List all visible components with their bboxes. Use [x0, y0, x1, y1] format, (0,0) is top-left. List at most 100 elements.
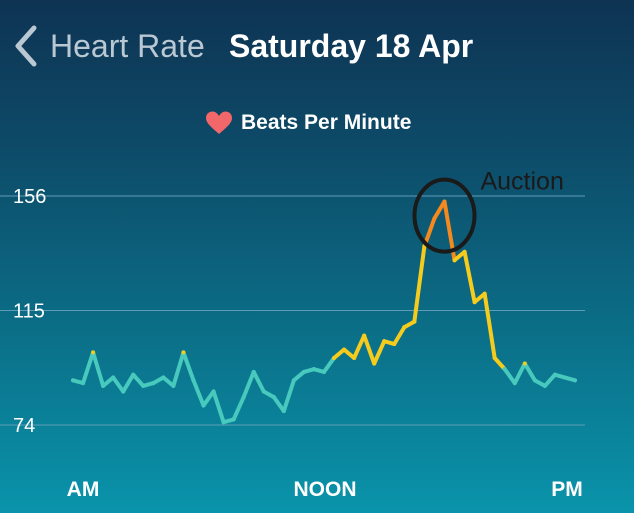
data-point	[221, 420, 226, 425]
data-point	[352, 355, 357, 360]
data-point	[432, 216, 437, 221]
heart-rate-line-segment	[522, 361, 537, 383]
annotation-label: Auction	[480, 168, 563, 196]
data-point	[412, 319, 417, 324]
data-point	[442, 199, 447, 204]
data-point	[392, 342, 397, 347]
data-point	[91, 350, 96, 355]
data-point	[181, 350, 186, 355]
back-button[interactable]	[10, 24, 42, 68]
data-point	[211, 389, 216, 394]
heart-icon	[206, 111, 232, 134]
data-point	[71, 378, 75, 383]
data-point	[201, 403, 206, 408]
data-point	[101, 383, 106, 388]
y-tick-label: 156	[13, 186, 46, 208]
data-point	[231, 417, 236, 422]
heart-rate-line-segment	[81, 350, 96, 386]
data-point	[151, 381, 156, 386]
heart-rate-line-segment	[121, 372, 136, 394]
heart-rate-line-segment	[352, 333, 367, 360]
annotation-circle	[412, 177, 477, 254]
data-point	[522, 361, 527, 366]
data-point	[342, 347, 347, 352]
heart-rate-line-segment	[271, 395, 286, 414]
data-point	[492, 355, 497, 360]
data-point	[472, 300, 477, 305]
heart-rate-line-segment	[502, 367, 517, 386]
heart-rate-line-segment	[91, 350, 106, 388]
data-point	[542, 383, 547, 388]
y-tick-label: 115	[13, 301, 45, 323]
heart-rate-line-segment	[231, 395, 246, 422]
y-tick-label: 74	[13, 415, 35, 437]
data-point	[311, 367, 316, 372]
heart-rate-line-segment	[482, 291, 497, 360]
data-point	[322, 369, 326, 374]
x-tick-label: NOON	[294, 478, 357, 501]
data-point	[462, 249, 467, 254]
header: Heart Rate Saturday 18 Apr	[0, 0, 634, 92]
heart-rate-line-segment	[342, 347, 357, 360]
data-point	[562, 375, 567, 380]
heart-rate-line-segment	[332, 347, 347, 360]
heart-rate-line-segment	[241, 369, 256, 400]
heart-rate-line-segment	[131, 372, 146, 388]
data-point	[573, 378, 577, 383]
heart-rate-line-segment	[211, 389, 226, 425]
chevron-left-icon	[15, 25, 37, 67]
heart-rate-line-segment	[542, 372, 557, 388]
heart-rate-line-segment	[291, 369, 306, 383]
heart-rate-line-segment	[432, 199, 447, 221]
legend-label: Beats Per Minute	[241, 111, 412, 134]
data-point	[171, 383, 176, 388]
heart-rate-line-segment	[362, 333, 377, 366]
heart-rate-line-segment	[251, 369, 266, 394]
data-point	[131, 372, 136, 377]
heart-rate-line-segment	[201, 389, 216, 408]
data-point	[111, 375, 116, 380]
data-point	[382, 339, 387, 344]
heart-rate-line-segment	[101, 375, 116, 388]
data-point	[372, 361, 377, 366]
data-point	[161, 375, 166, 380]
heart-rate-line-segment	[372, 339, 387, 366]
chart-legend: Beats Per Minute	[205, 108, 411, 138]
data-point	[332, 355, 337, 360]
data-point	[291, 378, 296, 383]
heart-rate-line-segment	[492, 355, 507, 372]
data-point	[482, 291, 487, 296]
data-point	[532, 378, 537, 383]
data-point	[301, 369, 306, 374]
data-point	[141, 383, 146, 388]
data-point	[121, 389, 126, 394]
heart-rate-line-segment	[181, 350, 196, 383]
heart-rate-line-segment	[191, 378, 206, 408]
x-tick-label: AM	[67, 478, 100, 501]
x-tick-label: PM	[551, 478, 583, 501]
data-point	[81, 381, 86, 386]
heart-rate-line-segment	[412, 244, 427, 324]
heart-rate-line-segment	[322, 355, 337, 374]
data-point	[502, 367, 507, 372]
data-point	[512, 381, 517, 386]
data-point	[241, 395, 246, 400]
heart-rate-line-segment	[161, 375, 176, 388]
data-point	[362, 333, 367, 338]
data-point	[261, 389, 266, 394]
heart-rate-line-segment	[512, 361, 527, 386]
data-point	[552, 372, 557, 377]
data-point	[191, 378, 196, 383]
heart-rate-line-segment	[111, 375, 126, 394]
heart-rate-line-segment	[462, 249, 477, 305]
data-point	[452, 258, 457, 263]
data-point	[251, 369, 256, 374]
heart-rate-line-segment	[281, 378, 296, 414]
page-title[interactable]: Heart Rate	[50, 28, 205, 64]
data-point	[402, 325, 407, 330]
heart-rate-line-segment	[171, 350, 186, 388]
date-label: Saturday 18 Apr	[229, 28, 474, 64]
data-point	[281, 409, 286, 414]
